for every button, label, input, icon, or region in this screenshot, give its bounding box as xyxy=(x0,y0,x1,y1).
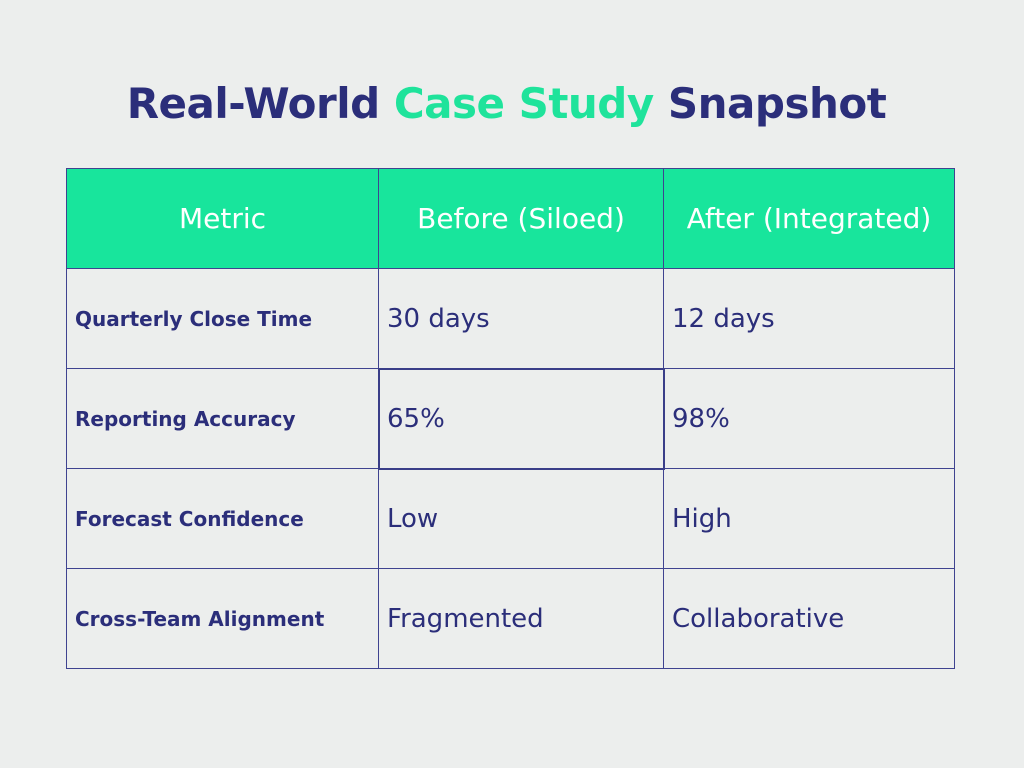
metric-cell: Forecast Confidence xyxy=(66,468,379,569)
metric-cell: Reporting Accuracy xyxy=(66,368,379,469)
title-accent: Case Study xyxy=(393,79,654,128)
header-before: Before (Siloed) xyxy=(378,168,664,269)
before-cell: 65% xyxy=(377,367,665,470)
after-cell: High xyxy=(663,468,955,569)
after-cell: 98% xyxy=(663,368,955,469)
table-row: Forecast Confidence Low High xyxy=(66,468,955,569)
table-row: Cross-Team Alignment Fragmented Collabor… xyxy=(66,568,955,669)
before-cell: Fragmented xyxy=(378,568,664,669)
after-cell: Collaborative xyxy=(663,568,955,669)
header-metric: Metric xyxy=(66,168,379,269)
before-cell: Low xyxy=(378,468,664,569)
metric-cell: Cross-Team Alignment xyxy=(66,568,379,669)
table-row: Quarterly Close Time 30 days 12 days xyxy=(66,268,955,369)
table-row: Reporting Accuracy 65% 98% xyxy=(66,367,955,470)
case-study-table: Metric Before (Siloed) After (Integrated… xyxy=(66,168,955,669)
page-title: Real-World Case Study Snapshot xyxy=(0,76,1013,132)
metric-cell: Quarterly Close Time xyxy=(66,268,379,369)
title-part-1: Real-World xyxy=(126,79,394,128)
table-header: Metric Before (Siloed) After (Integrated… xyxy=(66,168,955,269)
header-row: Metric Before (Siloed) After (Integrated… xyxy=(66,168,955,269)
title-part-2: Snapshot xyxy=(653,79,887,128)
before-cell: 30 days xyxy=(378,268,664,369)
after-cell: 12 days xyxy=(663,268,955,369)
table-body: Quarterly Close Time 30 days 12 days Rep… xyxy=(66,268,955,669)
header-after: After (Integrated) xyxy=(663,168,955,269)
